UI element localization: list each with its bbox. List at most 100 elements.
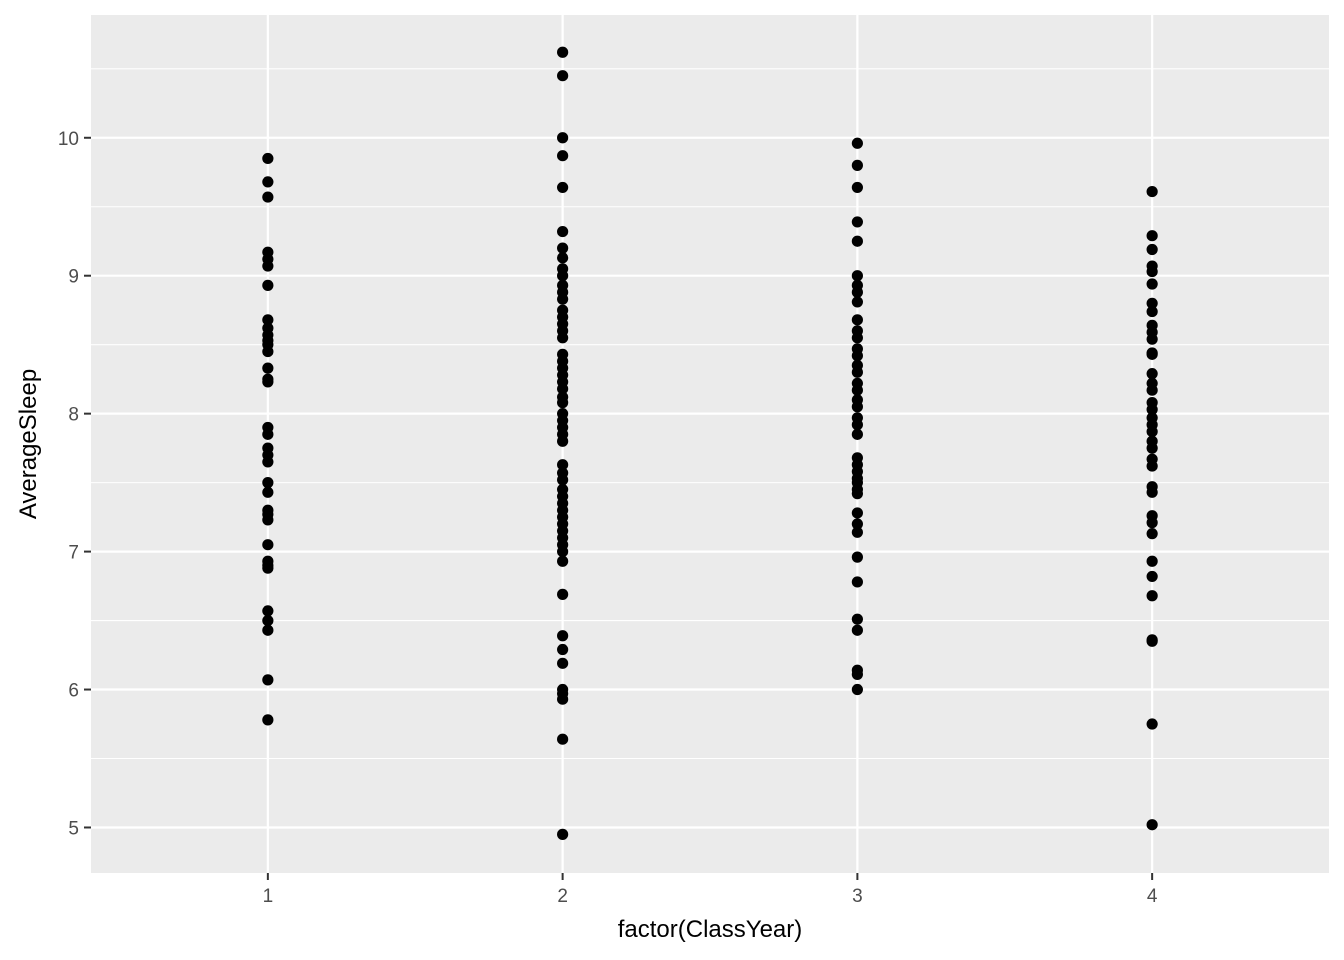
data-point xyxy=(262,562,274,574)
data-point xyxy=(557,555,569,567)
data-point xyxy=(851,401,863,413)
data-point xyxy=(557,132,569,144)
y-axis: 5 6 7 8 9 10 xyxy=(58,129,91,839)
data-point xyxy=(557,657,569,669)
data-point xyxy=(1146,305,1158,318)
data-point xyxy=(557,397,569,409)
data-point xyxy=(851,366,863,378)
plot-panel xyxy=(91,15,1329,873)
data-point xyxy=(557,630,569,642)
data-point xyxy=(1146,570,1158,583)
data-point xyxy=(1146,384,1158,396)
data-point xyxy=(1146,718,1158,730)
data-point xyxy=(262,260,274,272)
data-point xyxy=(851,137,863,149)
data-point xyxy=(557,225,569,238)
data-point xyxy=(557,588,569,600)
data-point xyxy=(262,345,274,358)
data-point xyxy=(557,383,569,395)
data-point xyxy=(262,714,274,726)
data-point xyxy=(262,152,274,165)
data-point xyxy=(262,674,274,686)
x-axis: 1 2 3 4 xyxy=(263,873,1158,907)
data-points xyxy=(262,46,1158,840)
data-point xyxy=(1146,333,1158,345)
data-point xyxy=(1146,486,1158,498)
y-tick-label: 5 xyxy=(68,818,79,839)
data-point xyxy=(557,293,569,305)
data-point xyxy=(1146,348,1158,360)
data-point xyxy=(1146,425,1158,438)
data-point xyxy=(1146,243,1158,256)
y-tick-label: 9 xyxy=(68,267,79,288)
data-point xyxy=(557,474,569,486)
x-tick-label: 2 xyxy=(557,886,568,907)
data-point xyxy=(557,459,569,471)
data-point xyxy=(851,270,863,282)
data-point xyxy=(1146,635,1158,647)
data-point xyxy=(262,614,274,627)
data-point xyxy=(262,477,274,489)
data-point xyxy=(1146,528,1158,540)
data-point xyxy=(851,428,863,440)
x-tick-label: 3 xyxy=(852,886,863,907)
data-point xyxy=(557,693,569,705)
data-point xyxy=(1146,442,1158,454)
data-point xyxy=(1146,460,1158,472)
data-point xyxy=(851,296,863,308)
data-point xyxy=(557,270,569,282)
data-point xyxy=(851,507,863,519)
data-point xyxy=(851,314,863,326)
minor-gridlines xyxy=(91,68,1329,760)
data-point xyxy=(851,668,863,680)
data-point xyxy=(851,159,863,171)
data-point xyxy=(557,150,569,162)
data-point xyxy=(1146,555,1158,567)
data-point xyxy=(557,643,569,656)
data-point xyxy=(1146,265,1158,278)
data-point xyxy=(1146,368,1158,380)
y-axis-title: AverageSleep xyxy=(15,369,42,519)
data-point xyxy=(851,235,863,247)
data-point xyxy=(851,488,863,500)
data-point xyxy=(262,279,274,291)
y-tick-label: 10 xyxy=(58,129,79,150)
data-point xyxy=(851,576,863,588)
data-point xyxy=(262,376,274,388)
data-point xyxy=(557,733,569,745)
data-point xyxy=(851,384,863,396)
data-point xyxy=(557,545,569,558)
data-point xyxy=(557,332,569,344)
data-point xyxy=(851,526,863,538)
data-point xyxy=(851,624,863,636)
data-point xyxy=(1146,819,1158,831)
data-point xyxy=(262,428,274,440)
data-point xyxy=(1146,297,1158,309)
x-tick-label: 4 xyxy=(1147,886,1158,907)
data-point xyxy=(557,46,569,58)
data-point xyxy=(557,828,569,840)
data-point xyxy=(262,486,274,498)
data-point xyxy=(262,176,274,188)
data-point xyxy=(851,332,863,344)
data-point xyxy=(851,551,863,563)
data-point xyxy=(557,242,569,254)
data-point xyxy=(851,518,863,530)
data-point xyxy=(1146,590,1158,602)
data-point xyxy=(262,539,274,551)
data-point xyxy=(262,314,274,326)
x-axis-title: factor(ClassYear) xyxy=(618,916,803,943)
data-point xyxy=(557,435,569,447)
data-point xyxy=(1146,230,1158,242)
y-tick-label: 8 xyxy=(68,405,79,426)
data-point xyxy=(262,514,274,526)
data-point xyxy=(262,191,274,203)
x-tick-label: 1 xyxy=(263,886,274,907)
data-point xyxy=(557,252,569,264)
data-point xyxy=(851,613,863,625)
data-point xyxy=(851,683,863,696)
data-point xyxy=(262,456,274,468)
data-point xyxy=(557,181,569,194)
data-point xyxy=(1146,517,1158,529)
